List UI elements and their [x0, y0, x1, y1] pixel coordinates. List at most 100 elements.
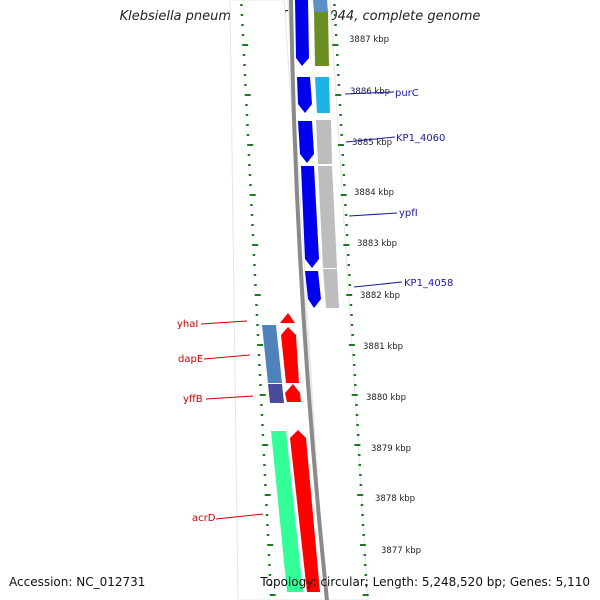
gene-label-KP1_4060[interactable]: KP1_4060	[396, 133, 445, 144]
ruler-dot	[242, 54, 246, 56]
cog-bar	[313, 0, 328, 12]
ruler-dot	[359, 474, 362, 476]
gene-arrow[interactable]	[280, 313, 295, 323]
ruler-dot	[254, 284, 257, 286]
ruler-dot	[337, 144, 344, 146]
ruler-dot	[241, 24, 244, 26]
ruler-dot	[345, 234, 349, 236]
label-leader	[200, 320, 248, 325]
ruler-dot	[340, 134, 343, 136]
ruler-dot	[266, 534, 270, 536]
ruler-dot	[340, 194, 347, 196]
ruler-label: 3882 kbp	[360, 291, 400, 301]
ruler-dot	[364, 574, 368, 576]
ruler-dot	[257, 354, 261, 356]
right-dotted-ruler	[332, 4, 369, 596]
ruler-dot	[250, 204, 253, 206]
gene-arrow[interactable]	[281, 327, 299, 383]
ruler-dot	[335, 94, 342, 96]
ruler-dot	[256, 334, 260, 336]
ruler-dot	[253, 274, 257, 276]
ruler-dot	[259, 384, 262, 386]
ruler-dot	[262, 444, 269, 446]
gene-arrow[interactable]	[305, 271, 321, 308]
ruler-dot	[261, 434, 265, 436]
ruler-label: 3880 kbp	[366, 393, 406, 403]
cog-bar	[323, 269, 339, 308]
gene-arrow[interactable]	[298, 121, 314, 163]
ruler-dot	[246, 134, 250, 136]
gene-label-KP1_4058[interactable]: KP1_4058	[404, 278, 453, 289]
gene-arrow[interactable]	[290, 430, 320, 592]
gene-arrow[interactable]	[285, 384, 301, 402]
ruler-dot	[242, 44, 249, 46]
plus-strand-genes	[295, 0, 321, 308]
ruler-dot	[353, 364, 356, 366]
gene-arrow[interactable]	[295, 0, 309, 66]
ruler-dot	[260, 414, 264, 416]
label-leader	[344, 91, 395, 95]
ruler-dot	[263, 464, 266, 466]
topology-text: Topology: circular; Length: 5,248,520 bp…	[260, 575, 590, 589]
gene-label-purC[interactable]: purC	[395, 88, 419, 99]
ruler-dot	[353, 374, 357, 376]
ruler-dot	[265, 504, 268, 506]
ruler-label: 3878 kbp	[375, 494, 415, 504]
ruler-dot	[339, 124, 343, 126]
ruler-dot	[253, 264, 256, 266]
ruler-dot	[244, 84, 247, 86]
ruler-dot	[364, 564, 367, 566]
ruler-dot	[334, 34, 338, 36]
ruler-dot	[241, 34, 245, 36]
ruler-dot	[342, 174, 346, 176]
ruler-dot	[248, 174, 252, 176]
ruler-label: 3887 kbp	[349, 35, 389, 45]
plus-strand-cog-bars	[313, 0, 339, 308]
ruler-dot	[355, 404, 358, 406]
ruler-dot	[355, 414, 359, 416]
ruler-dot	[358, 464, 361, 466]
cog-bar	[318, 166, 337, 268]
ruler-label: 3883 kbp	[357, 239, 397, 249]
ruler-dot	[240, 4, 243, 6]
gene-arrow[interactable]	[297, 77, 312, 113]
label-leader	[215, 513, 264, 520]
ruler-dot	[269, 594, 276, 596]
ruler-dot	[254, 294, 261, 296]
ruler-dot	[258, 364, 261, 366]
ruler-dot	[260, 404, 263, 406]
ruler-dot	[261, 424, 264, 426]
ruler-dot	[350, 324, 354, 326]
ruler-dot	[247, 144, 254, 146]
ruler-dot	[336, 54, 339, 56]
ruler-dot	[266, 524, 269, 526]
ruler-dot	[268, 574, 272, 576]
gene-label-yhaI[interactable]: yhaI	[177, 319, 198, 330]
ruler-dot	[252, 244, 259, 246]
ruler-dot	[243, 64, 246, 66]
ruler-dot	[246, 124, 249, 126]
ruler-dot	[251, 224, 254, 226]
ruler-dot	[267, 544, 274, 546]
ruler-dot	[342, 164, 345, 166]
ruler-dot	[339, 114, 342, 116]
gene-label-acrD[interactable]: acrD	[192, 513, 216, 524]
ruler-dot	[264, 484, 267, 486]
ruler-dot	[245, 104, 248, 106]
gene-label-dapE[interactable]: dapE	[178, 354, 203, 365]
ruler-dot	[257, 344, 264, 346]
gene-arrow[interactable]	[301, 166, 319, 268]
gene-label-ypfI[interactable]: ypfI	[399, 208, 418, 219]
ruler-dot	[362, 534, 365, 536]
ruler-dot	[258, 374, 262, 376]
ruler-dot	[245, 114, 249, 116]
gene-label-yffB[interactable]: yffB	[183, 394, 203, 405]
left-gene-labels: yhaI dapE yffB acrD	[177, 319, 264, 524]
cog-bar	[315, 77, 330, 113]
ruler-dot	[344, 204, 347, 206]
ruler-dot	[343, 244, 350, 246]
ruler-dot	[348, 284, 352, 286]
ruler-dot	[262, 454, 266, 456]
